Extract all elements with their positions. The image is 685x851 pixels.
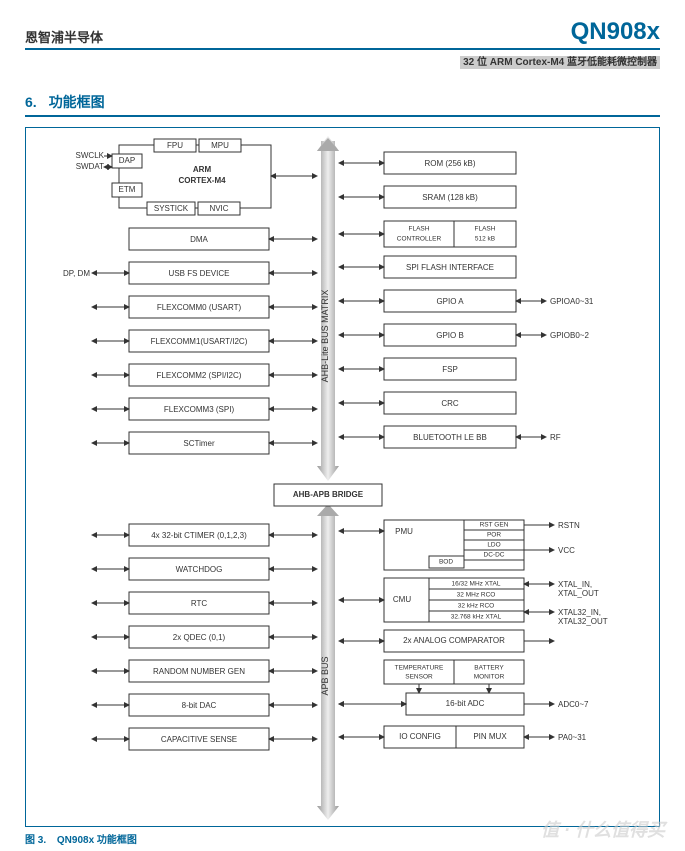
svg-text:GPIO B: GPIO B	[436, 331, 464, 340]
svg-text:CORTEX-M4: CORTEX-M4	[178, 176, 226, 185]
left-ahb-blocks: DMA USB FS DEVICE FLEXCOMM0 (USART) FLEXCOM…	[129, 228, 269, 454]
svg-text:SYSTICK: SYSTICK	[154, 204, 189, 213]
svg-text:APB BUS: APB BUS	[320, 656, 330, 695]
svg-text:FPU: FPU	[167, 141, 183, 150]
svg-text:BLUETOOTH LE BB: BLUETOOTH LE BB	[413, 433, 487, 442]
section-title: 功能框图	[49, 92, 105, 112]
section-heading: 6. 功能框图	[25, 92, 660, 117]
svg-text:GPIO A: GPIO A	[436, 297, 464, 306]
svg-text:FLEXCOMM1(USART/I2C): FLEXCOMM1(USART/I2C)	[151, 337, 248, 346]
sensors-block: TEMPERATURE SENSOR BATTERY MONITOR	[384, 660, 524, 684]
cmu-block: CMU 16/32 MHz XTAL 32 MHz RCO 32 kHz RCO…	[384, 578, 524, 622]
svg-text:CONTROLLER: CONTROLLER	[397, 236, 442, 243]
right-ahb-blocks: ROM (256 kB) SRAM (128 kB) SPI FLASH INTER…	[384, 152, 516, 448]
svg-text:32 kHz RCO: 32 kHz RCO	[458, 603, 494, 610]
svg-text:CAPACITIVE SENSE: CAPACITIVE SENSE	[161, 735, 237, 744]
svg-text:RF: RF	[550, 433, 561, 442]
svg-text:PIN MUX: PIN MUX	[473, 732, 507, 741]
svg-text:FSP: FSP	[442, 365, 458, 374]
watermark: 值 · 什么值得买	[541, 816, 665, 842]
svg-text:8-bit DAC: 8-bit DAC	[182, 701, 217, 710]
svg-text:SCTimer: SCTimer	[183, 439, 215, 448]
svg-text:MPU: MPU	[211, 141, 229, 150]
svg-text:4x 32-bit CTIMER (0,1,2,3): 4x 32-bit CTIMER (0,1,2,3)	[151, 531, 247, 540]
svg-text:BOD: BOD	[439, 559, 453, 566]
svg-text:DAP: DAP	[119, 156, 135, 165]
svg-text:DMA: DMA	[190, 235, 208, 244]
svg-text:AHB-Lite BUS MATRIX: AHB-Lite BUS MATRIX	[320, 290, 330, 383]
svg-text:AHB-APB BRIDGE: AHB-APB BRIDGE	[293, 490, 364, 499]
svg-text:GPIOA0~31: GPIOA0~31	[550, 297, 594, 306]
subtitle: 32 位 ARM Cortex-M4 蓝牙低能耗微控制器	[460, 56, 660, 69]
svg-text:RSTN: RSTN	[558, 521, 580, 530]
apb-bus: APB BUS	[317, 504, 339, 820]
svg-text:TEMPERATURE: TEMPERATURE	[395, 665, 444, 672]
diagram-container: AHB-Lite BUS MATRIX APB BUS AHB-APB BRID…	[25, 127, 660, 827]
svg-text:DC-DC: DC-DC	[484, 552, 505, 559]
svg-text:VCC: VCC	[558, 546, 575, 555]
svg-text:CRC: CRC	[441, 399, 459, 408]
svg-text:FLASH: FLASH	[409, 226, 430, 233]
document-header: 恩智浦半导体 QN908x	[25, 18, 660, 50]
svg-text:FLEXCOMM2 (SPI/I2C): FLEXCOMM2 (SPI/I2C)	[157, 371, 242, 380]
svg-text:FLEXCOMM3 (SPI): FLEXCOMM3 (SPI)	[164, 405, 235, 414]
svg-text:PA0~31: PA0~31	[558, 733, 587, 742]
ahb-bus: AHB-Lite BUS MATRIX	[317, 136, 339, 481]
pmu-block: PMU RST GEN POR LDO DC-DC BOD	[384, 520, 524, 570]
svg-text:ADC0~7: ADC0~7	[558, 700, 589, 709]
block-diagram: AHB-Lite BUS MATRIX APB BUS AHB-APB BRID…	[34, 136, 649, 820]
svg-text:SRAM (128 kB): SRAM (128 kB)	[422, 193, 478, 202]
svg-text:BATTERY: BATTERY	[474, 665, 504, 672]
svg-text:16-bit ADC: 16-bit ADC	[446, 699, 485, 708]
svg-text:512 kB: 512 kB	[475, 236, 495, 243]
flash-block: FLASH CONTROLLER FLASH 512 kB	[384, 221, 516, 247]
svg-text:WATCHDOG: WATCHDOG	[176, 565, 223, 574]
svg-text:USB FS DEVICE: USB FS DEVICE	[169, 269, 230, 278]
svg-text:POR: POR	[487, 532, 501, 539]
subtitle-row: 32 位 ARM Cortex-M4 蓝牙低能耗微控制器	[25, 52, 660, 70]
svg-text:RST GEN: RST GEN	[480, 522, 509, 529]
company-name: 恩智浦半导体	[25, 27, 103, 46]
svg-text:ROM (256 kB): ROM (256 kB)	[424, 159, 475, 168]
svg-text:XTAL32_IN,: XTAL32_IN,	[558, 608, 601, 617]
svg-text:16/32 MHz XTAL: 16/32 MHz XTAL	[451, 581, 500, 588]
apb-left-blocks: 4x 32-bit CTIMER (0,1,2,3) WATCHDOG RTC 2x …	[129, 524, 269, 750]
svg-text:SENSOR: SENSOR	[405, 674, 433, 681]
svg-text:2x QDEC (0,1): 2x QDEC (0,1)	[173, 633, 226, 642]
product-name: QN908x	[571, 18, 660, 46]
svg-text:RANDOM NUMBER GEN: RANDOM NUMBER GEN	[153, 667, 245, 676]
cpu-block: FPU MPU DAP ETM SYSTICK NVIC ARM CORTEX-…	[112, 139, 271, 215]
svg-text:2x ANALOG COMPARATOR: 2x ANALOG COMPARATOR	[403, 636, 505, 645]
figure-text: QN908x 功能框图	[57, 835, 137, 846]
svg-text:ARM: ARM	[193, 165, 212, 174]
svg-text:GPIOB0~2: GPIOB0~2	[550, 331, 589, 340]
svg-text:IO CONFIG: IO CONFIG	[399, 732, 441, 741]
svg-text:XTAL_OUT: XTAL_OUT	[558, 589, 599, 598]
svg-text:SWCLK: SWCLK	[76, 151, 105, 160]
svg-text:XTAL_IN,: XTAL_IN,	[558, 580, 592, 589]
svg-text:RTC: RTC	[191, 599, 208, 608]
svg-text:FLASH: FLASH	[475, 226, 496, 233]
svg-text:32 MHz RCO: 32 MHz RCO	[457, 592, 496, 599]
svg-text:XTAL32_OUT: XTAL32_OUT	[558, 617, 608, 626]
svg-text:ETM: ETM	[119, 185, 136, 194]
section-number: 6.	[25, 94, 37, 110]
svg-text:PMU: PMU	[395, 527, 413, 536]
svg-text:DP, DM: DP, DM	[63, 269, 90, 278]
svg-text:LDO: LDO	[487, 542, 500, 549]
svg-text:CMU: CMU	[393, 595, 411, 604]
figure-label: 图 3.	[25, 835, 46, 846]
svg-text:MONITOR: MONITOR	[474, 674, 505, 681]
svg-text:FLEXCOMM0 (USART): FLEXCOMM0 (USART)	[157, 303, 242, 312]
svg-text:SWDAT: SWDAT	[76, 162, 104, 171]
svg-text:SPI FLASH INTERFACE: SPI FLASH INTERFACE	[406, 263, 494, 272]
svg-text:32.768 kHz XTAL: 32.768 kHz XTAL	[451, 614, 502, 621]
ioconfig-block: IO CONFIG PIN MUX	[384, 726, 524, 748]
svg-text:NVIC: NVIC	[209, 204, 228, 213]
